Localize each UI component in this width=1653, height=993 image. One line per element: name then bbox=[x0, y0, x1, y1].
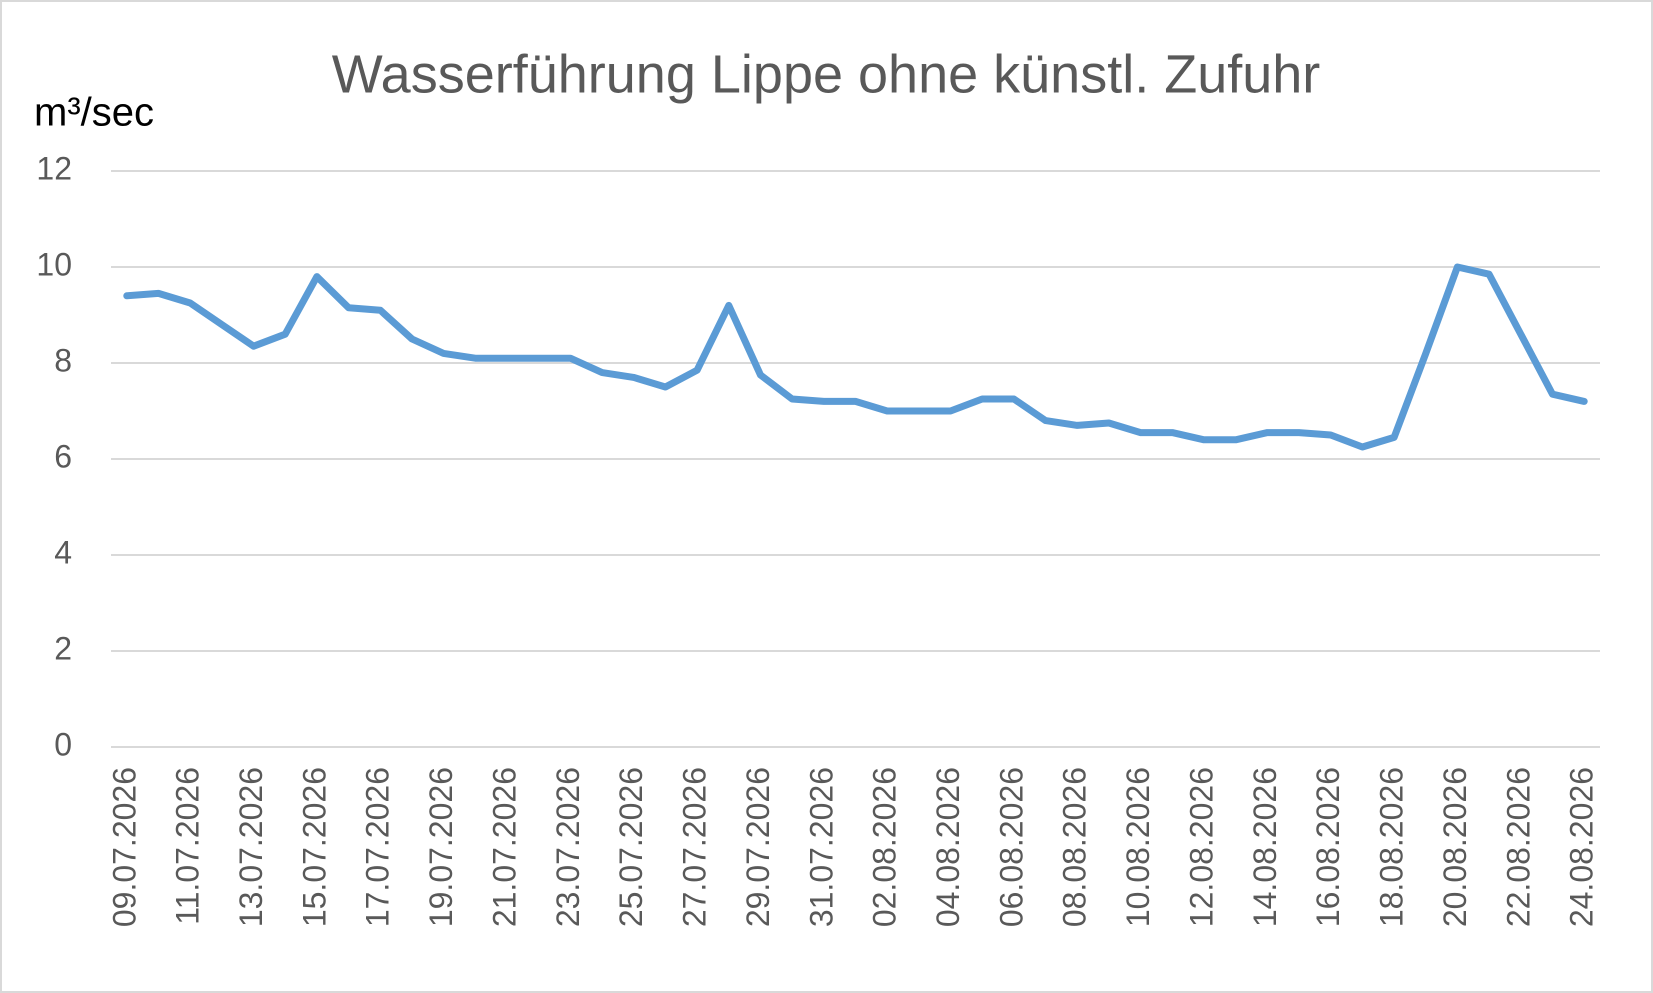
x-tick-label: 08.08.2026 bbox=[1057, 767, 1093, 927]
x-tick-label: 19.07.2026 bbox=[423, 767, 459, 927]
x-tick-label: 04.08.2026 bbox=[930, 767, 966, 927]
x-tick-label: 31.07.2026 bbox=[803, 767, 839, 927]
y-tick-label: 8 bbox=[54, 342, 72, 378]
x-tick-label: 17.07.2026 bbox=[360, 767, 396, 927]
x-tick-label: 16.08.2026 bbox=[1310, 767, 1346, 927]
chart-title: Wasserführung Lippe ohne künstl. Zufuhr bbox=[332, 44, 1321, 104]
y-tick-label: 12 bbox=[36, 150, 72, 186]
x-tick-label: 10.08.2026 bbox=[1120, 767, 1156, 927]
x-tick-label: 20.08.2026 bbox=[1437, 767, 1473, 927]
y-tick-label: 0 bbox=[54, 726, 72, 762]
y-axis-label: m³/sec bbox=[34, 91, 154, 135]
x-tick-label: 29.07.2026 bbox=[740, 767, 776, 927]
data-line bbox=[123, 263, 1588, 451]
x-tick-label: 14.08.2026 bbox=[1247, 767, 1283, 927]
x-tick-label: 06.08.2026 bbox=[993, 767, 1029, 927]
x-tick-label: 13.07.2026 bbox=[233, 767, 269, 927]
x-tick-label: 25.07.2026 bbox=[613, 767, 649, 927]
x-tick-label: 18.08.2026 bbox=[1374, 767, 1410, 927]
x-tick-label: 11.07.2026 bbox=[170, 767, 206, 925]
x-tick-label: 22.08.2026 bbox=[1500, 767, 1536, 927]
x-tick-label: 12.08.2026 bbox=[1183, 767, 1219, 927]
x-tick-label: 21.07.2026 bbox=[486, 767, 522, 927]
y-tick-label: 2 bbox=[54, 630, 72, 666]
y-tick-label: 10 bbox=[36, 246, 72, 282]
x-tick-label: 24.08.2026 bbox=[1564, 767, 1600, 927]
x-tick-label: 02.08.2026 bbox=[867, 767, 903, 927]
x-tick-label: 27.07.2026 bbox=[677, 767, 713, 927]
x-tick-label: 23.07.2026 bbox=[550, 767, 586, 927]
x-tick-label: 15.07.2026 bbox=[296, 767, 332, 927]
y-tick-label: 6 bbox=[54, 438, 72, 474]
y-tick-label: 4 bbox=[54, 534, 72, 570]
x-tick-label: 09.07.2026 bbox=[106, 767, 142, 927]
